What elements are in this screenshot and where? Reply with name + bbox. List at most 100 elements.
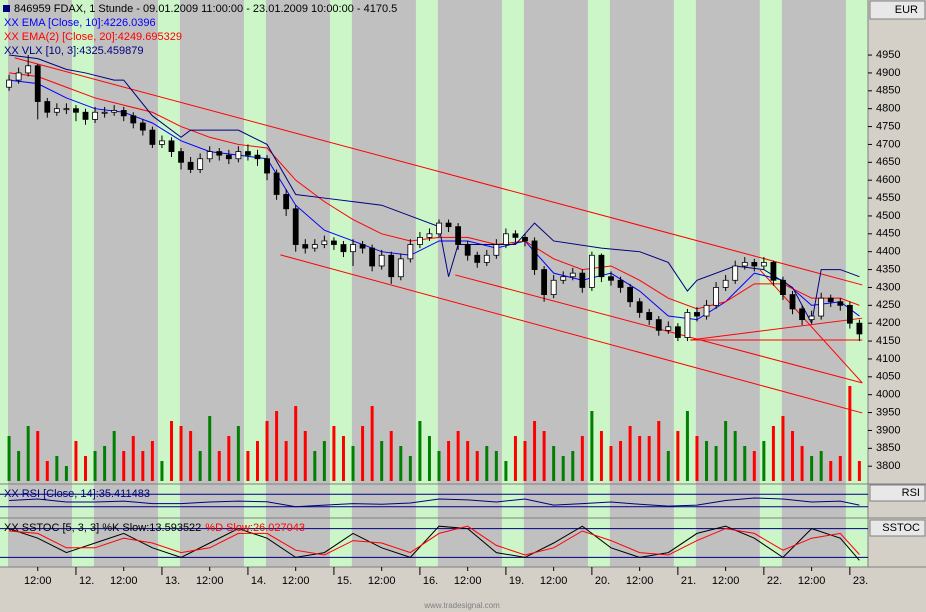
- candle-body: [426, 233, 433, 238]
- volume-bar: [103, 446, 107, 481]
- indicator-line: [9, 525, 860, 556]
- candle-body: [321, 240, 328, 245]
- volume-bar: [122, 451, 126, 481]
- volume-bar: [84, 456, 88, 481]
- x-tick-label: 12:00: [540, 575, 568, 587]
- title-icon: [3, 5, 10, 12]
- session-band: [501, 0, 524, 567]
- session-band: [329, 0, 352, 567]
- candle-body: [63, 108, 70, 111]
- candle-body: [44, 101, 51, 113]
- volume-bar: [236, 426, 240, 481]
- volume-bar: [791, 431, 795, 481]
- y-tick-label: 4850: [876, 85, 900, 97]
- candle-body: [34, 65, 41, 102]
- y-tick-label: 4000: [876, 389, 900, 401]
- legend-label: XX VLX [10, 3]:4325.459879: [4, 45, 143, 57]
- volume-bar: [561, 456, 565, 481]
- volume-bar: [160, 461, 164, 481]
- candle-body: [407, 244, 414, 260]
- volume-bar: [771, 426, 775, 481]
- candle-body: [655, 319, 662, 331]
- volume-bar: [255, 441, 259, 481]
- volume-bar: [599, 431, 603, 481]
- volume-bar: [695, 436, 699, 481]
- candle-body: [531, 240, 538, 270]
- y-tick-label: 4200: [876, 317, 900, 329]
- candle-body: [378, 254, 385, 267]
- candle-body: [541, 269, 548, 295]
- volume-bar: [590, 411, 594, 481]
- y-tick-label: 4900: [876, 67, 900, 79]
- candle-body: [149, 129, 156, 145]
- candle-body: [646, 312, 653, 321]
- candle-body: [741, 262, 748, 267]
- candle-body: [569, 272, 576, 278]
- candle-body: [598, 254, 605, 278]
- y-tick-label: 4800: [876, 103, 900, 115]
- volume-bar: [724, 421, 728, 481]
- y-tick-label: 4400: [876, 246, 900, 258]
- legend-label: %D Slow:26.027043: [205, 522, 305, 534]
- panel-label-box: [869, 484, 926, 502]
- candle-body: [15, 72, 22, 81]
- candle-body: [216, 151, 223, 156]
- y-tick-label: 4300: [876, 281, 900, 293]
- volume-bar: [418, 421, 422, 481]
- candle-body: [178, 151, 184, 163]
- candle-body: [780, 279, 786, 295]
- candle-body: [187, 161, 194, 170]
- volume-bar: [246, 451, 250, 481]
- volume-bar: [571, 451, 575, 481]
- candle-body: [522, 236, 528, 242]
- volume-bar: [513, 436, 517, 481]
- y-tick-label: 4550: [876, 192, 900, 204]
- y-tick-label: 3800: [876, 460, 900, 472]
- volume-bar: [666, 451, 670, 481]
- candle-body: [436, 222, 442, 235]
- candle-body: [789, 294, 796, 310]
- volume-bar: [294, 406, 298, 481]
- panel-label: RSI: [902, 487, 920, 499]
- candle-body: [818, 297, 825, 317]
- candle-body: [760, 262, 767, 267]
- session-band: [0, 0, 8, 567]
- candle-body: [225, 154, 232, 160]
- volume-bar: [26, 426, 30, 481]
- candle-body: [302, 244, 309, 249]
- candle-body: [770, 262, 777, 281]
- volume-bar: [227, 436, 231, 481]
- volume-bar: [800, 446, 804, 481]
- legend-label: XX EMA [Close, 10]:4226.0396: [4, 17, 156, 29]
- candle-body: [264, 158, 270, 174]
- volume-bar: [848, 386, 852, 481]
- candle-body: [502, 233, 509, 245]
- volume-bar: [475, 451, 479, 481]
- volume-bar: [705, 441, 709, 481]
- volume-bar: [36, 431, 40, 481]
- indicator-line: [9, 497, 860, 508]
- volume-bar: [781, 416, 785, 481]
- volume-bar: [714, 446, 718, 481]
- trend-line: [280, 254, 863, 414]
- volume-bar: [74, 441, 78, 481]
- candle-body: [273, 172, 280, 195]
- volume-bar: [370, 406, 374, 481]
- indicator-line: [8, 525, 860, 561]
- candle-body: [340, 244, 347, 253]
- candle-body: [331, 240, 337, 245]
- candle-body: [82, 111, 89, 120]
- volume-bar: [733, 431, 737, 481]
- candle-body: [254, 154, 261, 160]
- candle-body: [73, 108, 79, 113]
- panel-label-box: [869, 519, 926, 537]
- volume-bar: [389, 431, 393, 481]
- trend-line: [759, 269, 863, 384]
- volume-bar: [647, 436, 651, 481]
- candle-body: [139, 122, 146, 131]
- volume-bar: [437, 451, 441, 481]
- candle-body: [311, 244, 318, 249]
- y-tick-label: 4500: [876, 210, 900, 222]
- volume-bar: [447, 441, 451, 481]
- legend-label: XX SSTOC [5, 3, 3] %K Slow:13.593522: [4, 522, 201, 534]
